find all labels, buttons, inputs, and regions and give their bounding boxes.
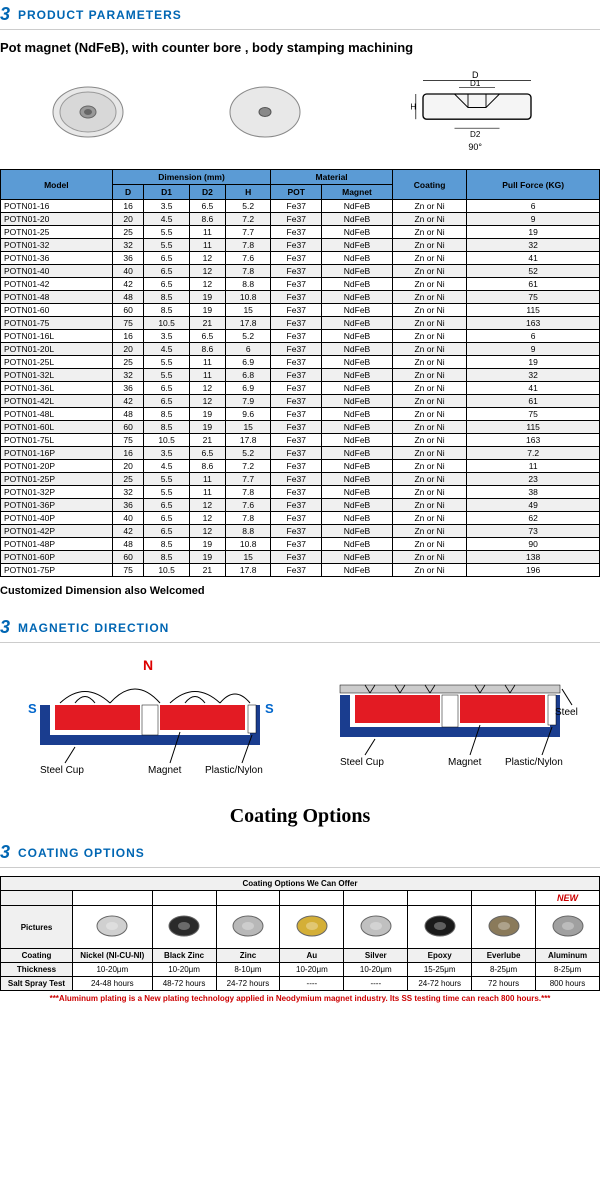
table-row: POTN01-75P7510.52117.8Fe37NdFeBZn or Ni1…	[1, 564, 600, 577]
label-D2: D2	[470, 130, 481, 139]
col-dimension: Dimension (mm)	[112, 170, 271, 185]
label-H: H	[410, 102, 416, 111]
mag-diagram-right: Steel Steel Cup Magnet Plastic/Nylon	[320, 655, 580, 785]
table-row: POTN01-48L488.5199.6Fe37NdFeBZn or Ni75	[1, 408, 600, 421]
table-row: POTN01-32L325.5116.8Fe37NdFeBZn or Ni32	[1, 369, 600, 382]
logo-icon: 3	[0, 4, 10, 25]
svg-text:Steel Cup: Steel Cup	[340, 757, 384, 768]
col-Magnet: Magnet	[322, 185, 393, 200]
section-title: COATING OPTIONS	[18, 846, 145, 860]
aluminum-plating-note: ***Aluminum plating is a New plating tec…	[0, 994, 600, 1003]
section-title: PRODUCT PARAMETERS	[18, 8, 182, 22]
table-row: POTN01-48488.51910.8Fe37NdFeBZn or Ni75	[1, 291, 600, 304]
magnetic-direction-diagrams: N S S Steel Cup Magnet Plastic/Nylon Ste…	[0, 655, 600, 785]
pot-magnet-back-image	[220, 82, 310, 142]
mag-diagram-left: N S S Steel Cup Magnet Plastic/Nylon	[20, 655, 280, 785]
table-row: POTN01-20P204.58.67.2Fe37NdFeBZn or Ni11	[1, 460, 600, 473]
product-images-row: D D1 D2 H 90°	[0, 67, 600, 157]
table-row: POTN01-36P366.5127.6Fe37NdFeBZn or Ni49	[1, 499, 600, 512]
label-D1: D1	[470, 79, 481, 88]
svg-text:Magnet: Magnet	[148, 765, 182, 776]
table-row: POTN01-42426.5128.8Fe37NdFeBZn or Ni61	[1, 278, 600, 291]
coating-options-table: Coating Options We Can Offer NEW Picture…	[0, 876, 600, 991]
table-row: POTN01-16163.56.55.2Fe37NdFeBZn or Ni6	[1, 200, 600, 213]
label-angle: 90°	[468, 142, 482, 152]
table-row: POTN01-36366.5127.6Fe37NdFeBZn or Ni41	[1, 252, 600, 265]
svg-text:Magnet: Magnet	[448, 757, 482, 768]
coating-table-header: Coating Options We Can Offer	[1, 877, 600, 891]
custom-dimension-note: Customized Dimension also Welcomed	[0, 585, 600, 597]
col-coating: Coating	[392, 170, 466, 200]
product-parameters-header: 3 PRODUCT PARAMETERS	[0, 0, 600, 30]
magnetic-direction-header: 3 MAGNETIC DIRECTION	[0, 613, 600, 643]
svg-text:S: S	[28, 701, 37, 716]
table-row: POTN01-32325.5117.8Fe37NdFeBZn or Ni32	[1, 239, 600, 252]
table-row: POTN01-36L366.5126.9Fe37NdFeBZn or Ni41	[1, 382, 600, 395]
coating-options-header: 3 COATING OPTIONS	[0, 838, 600, 868]
table-row: POTN01-42P426.5128.8Fe37NdFeBZn or Ni73	[1, 525, 600, 538]
dimension-diagram: D D1 D2 H 90°	[397, 67, 557, 157]
col-pullforce: Pull Force (KG)	[467, 170, 600, 200]
col-model: Model	[1, 170, 113, 200]
table-row: POTN01-40406.5127.8Fe37NdFeBZn or Ni52	[1, 265, 600, 278]
table-row: POTN01-60L608.51915Fe37NdFeBZn or Ni115	[1, 421, 600, 434]
col-D2: D2	[189, 185, 225, 200]
col-D1: D1	[144, 185, 189, 200]
col-D: D	[112, 185, 144, 200]
svg-text:Steel: Steel	[555, 707, 578, 718]
table-row: POTN01-32P325.5117.8Fe37NdFeBZn or Ni38	[1, 486, 600, 499]
table-row: POTN01-75L7510.52117.8Fe37NdFeBZn or Ni1…	[1, 434, 600, 447]
table-row: POTN01-25255.5117.7Fe37NdFeBZn or Ni19	[1, 226, 600, 239]
table-row: POTN01-25L255.5116.9Fe37NdFeBZn or Ni19	[1, 356, 600, 369]
table-row: POTN01-20L204.58.66Fe37NdFeBZn or Ni9	[1, 343, 600, 356]
svg-text:Plastic/Nylon: Plastic/Nylon	[505, 757, 563, 768]
svg-text:S: S	[265, 701, 274, 716]
table-row: POTN01-60P608.51915Fe37NdFeBZn or Ni138	[1, 551, 600, 564]
svg-text:N: N	[143, 657, 153, 673]
col-H: H	[226, 185, 271, 200]
table-row: POTN01-25P255.5117.7Fe37NdFeBZn or Ni23	[1, 473, 600, 486]
logo-icon: 3	[0, 617, 10, 638]
col-POT: POT	[271, 185, 322, 200]
pot-magnet-front-image	[43, 82, 133, 142]
table-row: POTN01-20204.58.67.2Fe37NdFeBZn or Ni9	[1, 213, 600, 226]
table-row: POTN01-16P163.56.55.2Fe37NdFeBZn or Ni7.…	[1, 447, 600, 460]
table-row: POTN01-40P406.5127.8Fe37NdFeBZn or Ni62	[1, 512, 600, 525]
svg-text:Steel Cup: Steel Cup	[40, 765, 84, 776]
col-material: Material	[271, 170, 393, 185]
svg-text:Plastic/Nylon: Plastic/Nylon	[205, 765, 263, 776]
section-title: MAGNETIC DIRECTION	[18, 621, 169, 635]
product-title: Pot magnet (NdFeB), with counter bore , …	[0, 40, 600, 55]
table-row: POTN01-48P488.51910.8Fe37NdFeBZn or Ni90	[1, 538, 600, 551]
table-row: POTN01-42L426.5127.9Fe37NdFeBZn or Ni61	[1, 395, 600, 408]
table-row: POTN01-757510.52117.8Fe37NdFeBZn or Ni16…	[1, 317, 600, 330]
logo-icon: 3	[0, 842, 10, 863]
table-row: POTN01-16L163.56.55.2Fe37NdFeBZn or Ni6	[1, 330, 600, 343]
coating-options-heading: Coating Options	[0, 805, 600, 828]
table-row: POTN01-60608.51915Fe37NdFeBZn or Ni115	[1, 304, 600, 317]
specifications-table: Model Dimension (mm) Material Coating Pu…	[0, 169, 600, 577]
